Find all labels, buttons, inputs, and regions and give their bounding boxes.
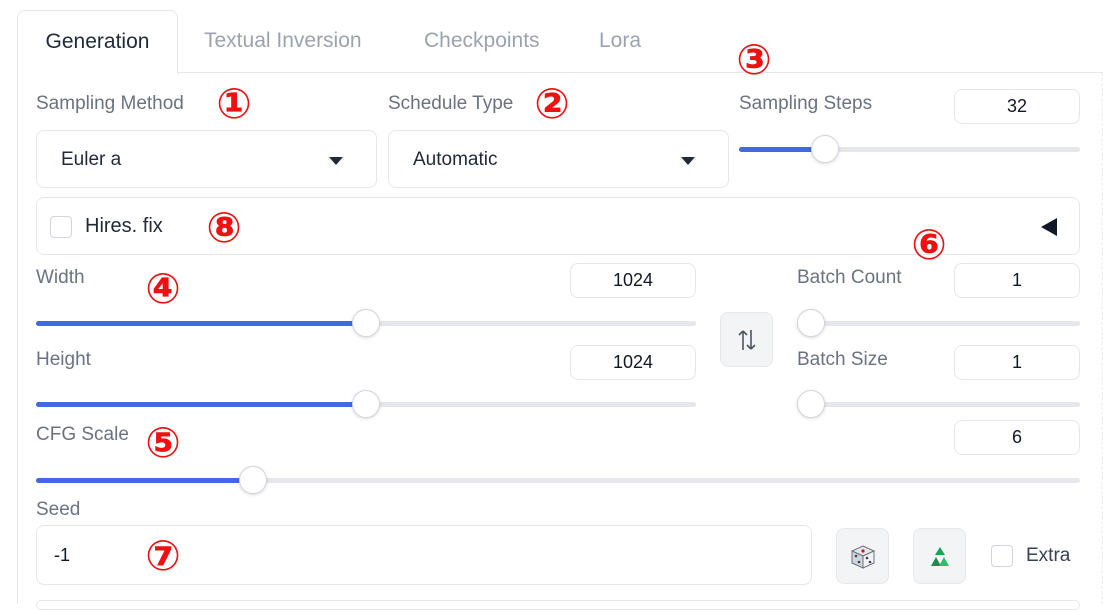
width-slider[interactable] bbox=[36, 309, 696, 337]
seed-label: Seed bbox=[36, 499, 81, 520]
sampling-steps-slider[interactable] bbox=[739, 135, 1080, 163]
annotation-marker-8: ⑧ bbox=[206, 204, 242, 251]
reuse-seed-button[interactable] bbox=[913, 528, 966, 584]
collapse-arrow-icon[interactable] bbox=[1039, 217, 1059, 237]
schedule-type-value: Automatic bbox=[413, 149, 498, 170]
annotation-marker-3: ③ bbox=[736, 36, 772, 83]
width-label: Width bbox=[36, 267, 85, 288]
annotation-marker-2: ② bbox=[534, 80, 570, 127]
seed-input[interactable]: -1 bbox=[36, 525, 812, 585]
annotation-marker-4: ④ bbox=[145, 265, 181, 312]
slider-fill bbox=[36, 321, 366, 326]
tab-textual-inversion[interactable]: Textual Inversion bbox=[204, 29, 362, 52]
tab-lora[interactable]: Lora bbox=[599, 29, 642, 52]
slider-thumb[interactable] bbox=[797, 309, 825, 337]
annotation-marker-7: ⑦ bbox=[145, 532, 181, 579]
sampling-method-label: Sampling Method bbox=[36, 93, 184, 114]
schedule-type-label: Schedule Type bbox=[388, 93, 514, 114]
cfg-scale-input[interactable]: 6 bbox=[954, 420, 1080, 455]
next-section-box bbox=[36, 600, 1080, 610]
sampling-steps-input[interactable]: 32 bbox=[954, 89, 1080, 124]
batch-size-slider[interactable] bbox=[797, 390, 1080, 418]
seed-value: -1 bbox=[54, 545, 71, 565]
tab-generation[interactable]: Generation bbox=[17, 10, 178, 74]
swap-dimensions-button[interactable] bbox=[720, 312, 773, 367]
sampling-method-value: Euler a bbox=[61, 149, 122, 170]
tab-bar-divider bbox=[178, 72, 1103, 73]
recycle-icon bbox=[931, 547, 949, 566]
swap-dimensions-icon bbox=[738, 330, 756, 350]
random-seed-button[interactable] bbox=[836, 528, 889, 584]
slider-thumb[interactable] bbox=[352, 390, 380, 418]
extra-label: Extra bbox=[1026, 545, 1071, 566]
batch-size-input[interactable]: 1 bbox=[954, 345, 1080, 380]
slider-fill bbox=[36, 402, 366, 407]
dice-icon bbox=[850, 545, 876, 569]
sampling-method-dropdown[interactable]: Euler a bbox=[36, 130, 377, 188]
chevron-down-icon bbox=[329, 157, 343, 165]
chevron-down-icon bbox=[681, 157, 695, 165]
cfg-scale-slider[interactable] bbox=[36, 466, 1080, 494]
hires-fix-label: Hires. fix bbox=[85, 215, 163, 237]
height-slider[interactable] bbox=[36, 390, 696, 418]
batch-size-label: Batch Size bbox=[797, 349, 888, 370]
hires-fix-accordion[interactable]: Hires. fix bbox=[36, 197, 1080, 255]
slider-thumb[interactable] bbox=[810, 135, 839, 163]
annotation-marker-6: ⑥ bbox=[911, 221, 947, 268]
slider-thumb[interactable] bbox=[797, 390, 825, 418]
batch-count-input[interactable]: 1 bbox=[954, 263, 1080, 298]
height-label: Height bbox=[36, 349, 91, 370]
extra-checkbox[interactable] bbox=[991, 545, 1013, 567]
batch-count-label: Batch Count bbox=[797, 267, 902, 288]
slider-fill bbox=[36, 478, 254, 483]
annotation-marker-5: ⑤ bbox=[145, 419, 181, 466]
cfg-scale-label: CFG Scale bbox=[36, 424, 129, 445]
slider-thumb[interactable] bbox=[352, 309, 380, 337]
sampling-steps-label: Sampling Steps bbox=[739, 93, 873, 114]
hires-fix-checkbox[interactable] bbox=[50, 216, 72, 238]
slider-thumb[interactable] bbox=[239, 466, 268, 494]
width-input[interactable]: 1024 bbox=[570, 263, 696, 298]
tab-checkpoints[interactable]: Checkpoints bbox=[424, 29, 540, 52]
batch-count-slider[interactable] bbox=[797, 309, 1080, 337]
schedule-type-dropdown[interactable]: Automatic bbox=[388, 130, 729, 188]
height-input[interactable]: 1024 bbox=[570, 345, 696, 380]
slider-fill bbox=[739, 147, 825, 152]
annotation-marker-1: ① bbox=[216, 80, 252, 127]
